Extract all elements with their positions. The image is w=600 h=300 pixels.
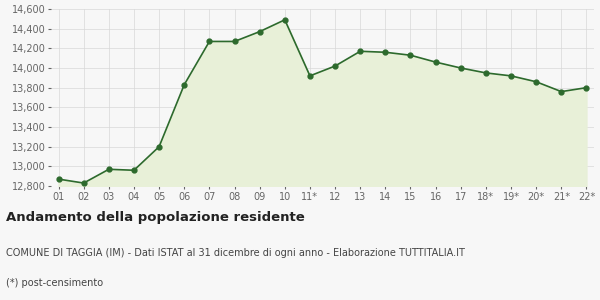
Text: (*) post-censimento: (*) post-censimento [6, 278, 103, 287]
Text: COMUNE DI TAGGIA (IM) - Dati ISTAT al 31 dicembre di ogni anno - Elaborazione TU: COMUNE DI TAGGIA (IM) - Dati ISTAT al 31… [6, 248, 465, 257]
Text: Andamento della popolazione residente: Andamento della popolazione residente [6, 212, 305, 224]
